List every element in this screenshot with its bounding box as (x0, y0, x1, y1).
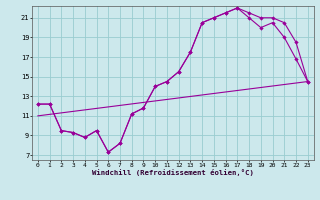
X-axis label: Windchill (Refroidissement éolien,°C): Windchill (Refroidissement éolien,°C) (92, 169, 254, 176)
